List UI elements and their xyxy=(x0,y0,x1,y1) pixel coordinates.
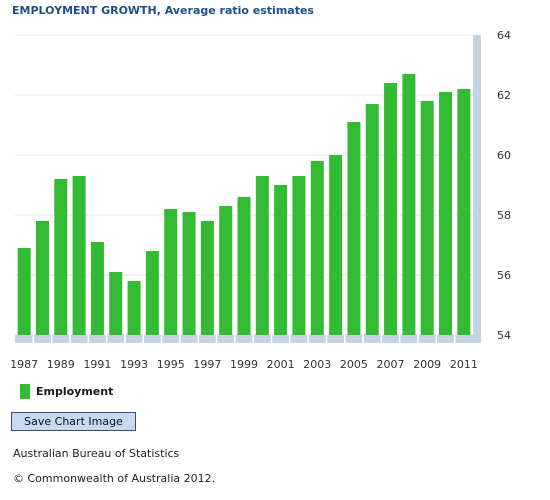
bar-1988 xyxy=(35,221,49,335)
bar-1994 xyxy=(145,251,159,335)
y-tick-label-3: 60 xyxy=(497,149,511,162)
x-tick-label-1999: 1999 xyxy=(230,358,258,371)
x-tick-label-2001: 2001 xyxy=(267,358,295,371)
bar-1993 xyxy=(127,281,141,335)
y-tick-label-0: 54 xyxy=(497,329,511,342)
copyright-text: © Commonwealth of Australia 2012. xyxy=(13,472,216,485)
x-tick-label-2005: 2005 xyxy=(340,358,368,371)
bar-1990 xyxy=(72,176,86,335)
x-tick-label-2007: 2007 xyxy=(377,358,405,371)
bar-1998 xyxy=(219,206,233,335)
employment-bar-chart: 54 56 58 60 62 64 1987 1989 1991 1993 1995 1997 1999… xyxy=(10,29,511,371)
bar-2010 xyxy=(439,92,453,335)
x-tick-label-1995: 1995 xyxy=(157,358,185,371)
x-axis-band xyxy=(15,335,481,343)
bar-1992 xyxy=(109,272,123,335)
bar-1987 xyxy=(17,248,31,335)
bar-2008 xyxy=(402,74,416,335)
legend-swatch-employment xyxy=(20,384,30,399)
x-tick-label-2009: 2009 xyxy=(413,358,441,371)
bar-2003 xyxy=(310,161,324,335)
bar-2001 xyxy=(274,185,288,335)
bar-2007 xyxy=(384,83,398,335)
bar-2006 xyxy=(365,104,379,335)
y-tick-label-2: 58 xyxy=(497,209,511,222)
y-tick-label-5: 64 xyxy=(497,29,511,42)
chart-title: EMPLOYMENT GROWTH, Average ratio estimat… xyxy=(12,4,314,17)
y-axis-band xyxy=(473,35,481,343)
bar-2002 xyxy=(292,176,306,335)
bar-1995 xyxy=(164,209,178,335)
source-text: Australian Bureau of Statistics xyxy=(13,447,180,460)
x-tick-label-1991: 1991 xyxy=(83,358,111,371)
bar-2009 xyxy=(420,101,434,335)
save-chart-image-button[interactable]: Save Chart Image xyxy=(11,412,136,431)
bar-1999 xyxy=(237,197,251,335)
bar-2000 xyxy=(255,176,269,335)
bar-2004 xyxy=(329,155,343,335)
chart-legend: Employment xyxy=(20,384,113,399)
x-tick-label-1993: 1993 xyxy=(120,358,148,371)
bar-1996 xyxy=(182,212,196,335)
x-tick-label-1987: 1987 xyxy=(10,358,38,371)
bar-1989 xyxy=(54,179,68,335)
legend-label-employment: Employment xyxy=(36,385,114,398)
bar-2011 xyxy=(457,89,471,335)
x-tick-label-1997: 1997 xyxy=(193,358,221,371)
y-tick-label-1: 56 xyxy=(497,269,511,282)
x-tick-label-1989: 1989 xyxy=(47,358,75,371)
bar-1991 xyxy=(90,242,104,335)
y-tick-label-4: 62 xyxy=(497,89,511,102)
x-tick-label-2011: 2011 xyxy=(450,358,478,371)
bar-1997 xyxy=(200,221,214,335)
bar-2005 xyxy=(347,122,361,335)
x-tick-label-2003: 2003 xyxy=(303,358,331,371)
